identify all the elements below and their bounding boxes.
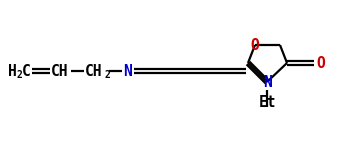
Text: CH: CH	[51, 63, 69, 78]
Text: C: C	[22, 63, 30, 78]
Text: N: N	[263, 75, 271, 90]
Text: Et: Et	[258, 95, 276, 110]
Text: CH: CH	[85, 63, 103, 78]
Text: H: H	[8, 63, 17, 78]
Text: O: O	[316, 56, 325, 71]
Text: 2: 2	[17, 69, 22, 80]
Text: O: O	[251, 37, 259, 52]
Text: 2: 2	[104, 69, 110, 80]
Text: N: N	[123, 63, 132, 78]
